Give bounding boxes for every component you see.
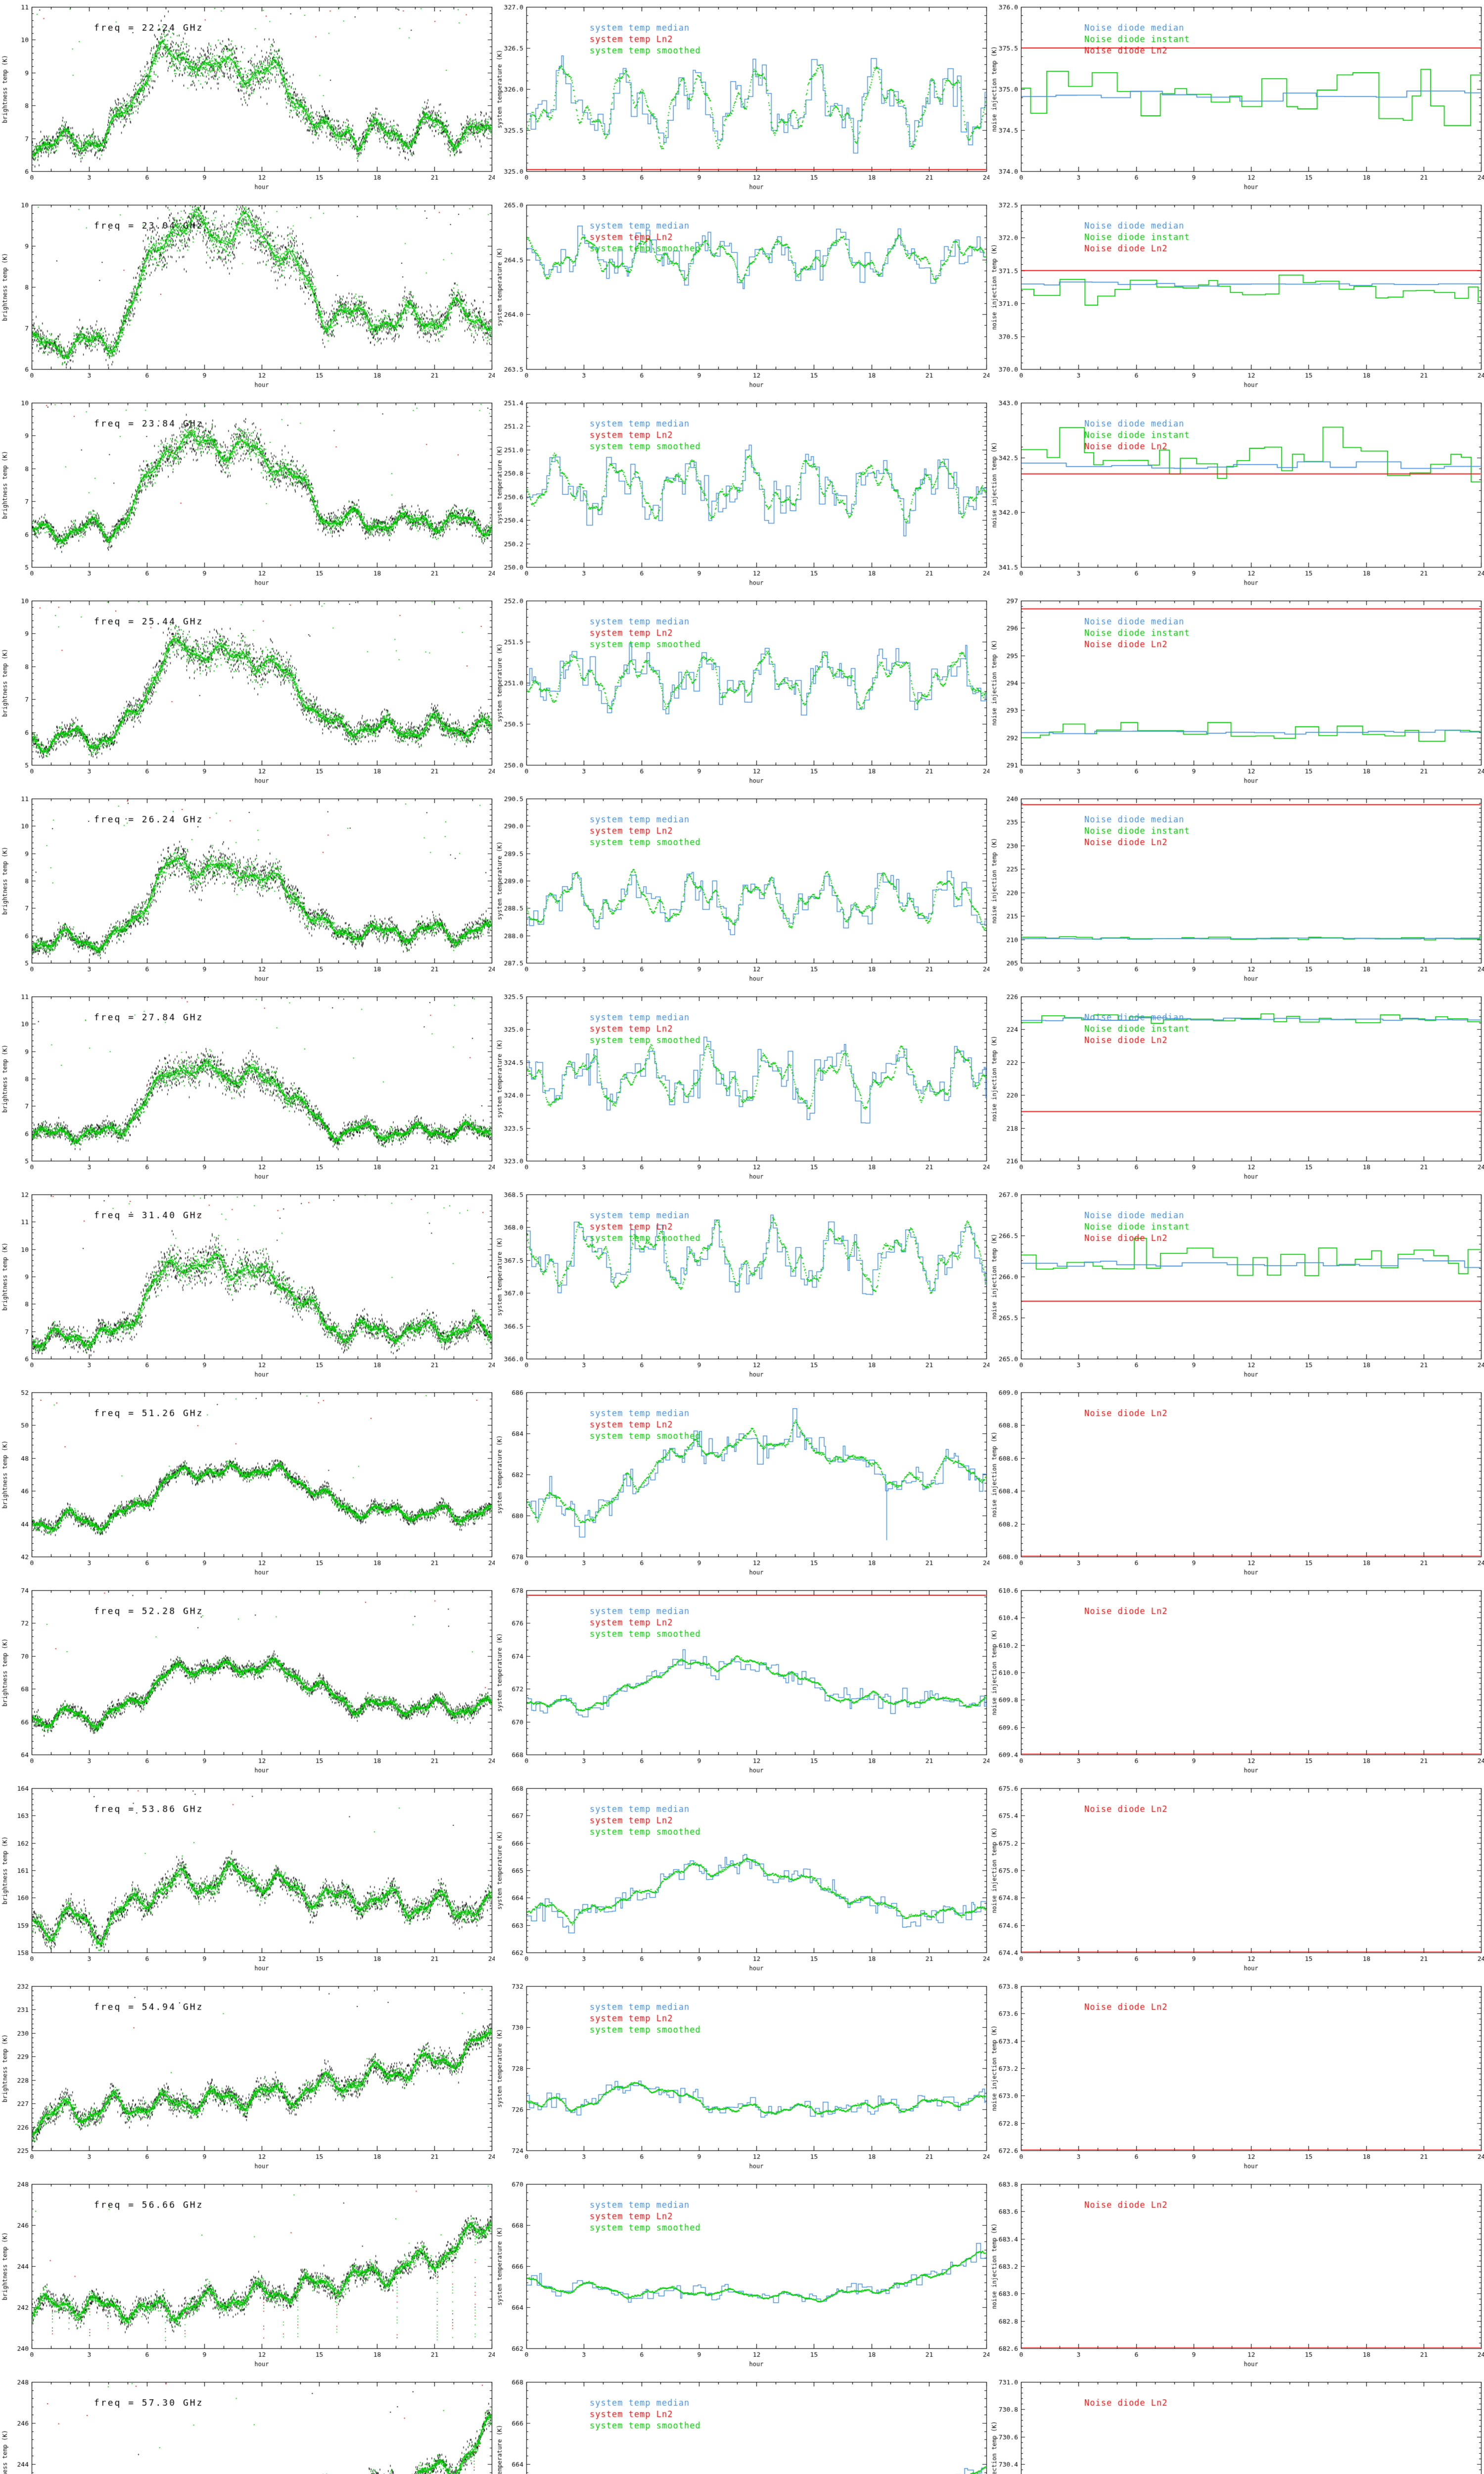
chart-canvas-r7-left — [0, 1188, 495, 1385]
chart-panel-r10-mid — [495, 1781, 989, 1979]
chart-canvas-r6-mid — [495, 990, 989, 1188]
chart-canvas-r2-mid — [495, 198, 989, 396]
chart-panel-r11-right — [989, 1979, 1484, 2177]
chart-canvas-r7-right — [989, 1188, 1484, 1385]
chart-panel-r1-right — [989, 0, 1484, 198]
chart-canvas-r10-right — [989, 1781, 1484, 1979]
chart-canvas-r10-left — [0, 1781, 495, 1979]
chart-panel-r2-mid — [495, 198, 989, 396]
chart-canvas-r8-mid — [495, 1385, 989, 1583]
chart-panel-r8-mid — [495, 1385, 989, 1583]
chart-panel-r7-left — [0, 1188, 495, 1385]
chart-canvas-r11-mid — [495, 1979, 989, 2177]
chart-canvas-r7-mid — [495, 1188, 989, 1385]
chart-canvas-r13-right — [989, 2375, 1484, 2474]
chart-canvas-r4-right — [989, 594, 1484, 792]
chart-canvas-r1-right — [989, 0, 1484, 198]
chart-panel-r5-mid — [495, 792, 989, 990]
chart-canvas-r4-left — [0, 594, 495, 792]
chart-panel-r9-right — [989, 1583, 1484, 1781]
chart-panel-r2-right — [989, 198, 1484, 396]
chart-panel-r6-right — [989, 990, 1484, 1188]
chart-panel-r12-left — [0, 2177, 495, 2375]
chart-panel-r1-left — [0, 0, 495, 198]
chart-panel-r3-right — [989, 396, 1484, 594]
chart-panel-r13-mid — [495, 2375, 989, 2474]
chart-panel-r5-left — [0, 792, 495, 990]
chart-panel-r12-right — [989, 2177, 1484, 2375]
chart-canvas-r11-left — [0, 1979, 495, 2177]
chart-canvas-r5-left — [0, 792, 495, 990]
chart-canvas-r3-mid — [495, 396, 989, 594]
chart-canvas-r9-mid — [495, 1583, 989, 1781]
chart-canvas-r9-left — [0, 1583, 495, 1781]
chart-canvas-r13-mid — [495, 2375, 989, 2474]
chart-panel-r4-left — [0, 594, 495, 792]
chart-canvas-r9-right — [989, 1583, 1484, 1781]
chart-panel-r9-mid — [495, 1583, 989, 1781]
chart-canvas-r2-right — [989, 198, 1484, 396]
chart-panel-r8-right — [989, 1385, 1484, 1583]
chart-canvas-r4-mid — [495, 594, 989, 792]
chart-canvas-r5-right — [989, 792, 1484, 990]
chart-panel-r1-mid — [495, 0, 989, 198]
chart-canvas-r8-left — [0, 1385, 495, 1583]
chart-canvas-r3-left — [0, 396, 495, 594]
chart-panel-r9-left — [0, 1583, 495, 1781]
chart-panel-r6-mid — [495, 990, 989, 1188]
chart-panel-r8-left — [0, 1385, 495, 1583]
chart-panel-r4-right — [989, 594, 1484, 792]
chart-canvas-r12-mid — [495, 2177, 989, 2375]
chart-canvas-r13-left — [0, 2375, 495, 2474]
chart-canvas-r8-right — [989, 1385, 1484, 1583]
chart-canvas-r1-mid — [495, 0, 989, 198]
chart-panel-r2-left — [0, 198, 495, 396]
chart-panel-r11-mid — [495, 1979, 989, 2177]
chart-canvas-r12-left — [0, 2177, 495, 2375]
chart-canvas-r5-mid — [495, 792, 989, 990]
chart-canvas-r2-left — [0, 198, 495, 396]
chart-canvas-r6-left — [0, 990, 495, 1188]
chart-canvas-r6-right — [989, 990, 1484, 1188]
chart-panel-r6-left — [0, 990, 495, 1188]
chart-canvas-r10-mid — [495, 1781, 989, 1979]
chart-panel-r12-mid — [495, 2177, 989, 2375]
chart-panel-r13-right — [989, 2375, 1484, 2474]
chart-panel-r7-right — [989, 1188, 1484, 1385]
chart-panel-r7-mid — [495, 1188, 989, 1385]
chart-panel-r10-right — [989, 1781, 1484, 1979]
chart-canvas-r11-right — [989, 1979, 1484, 2177]
chart-canvas-r3-right — [989, 396, 1484, 594]
chart-canvas-r12-right — [989, 2177, 1484, 2375]
chart-panel-r11-left — [0, 1979, 495, 2177]
chart-panel-r3-left — [0, 396, 495, 594]
chart-panel-r5-right — [989, 792, 1484, 990]
chart-panel-r10-left — [0, 1781, 495, 1979]
chart-panel-r4-mid — [495, 594, 989, 792]
chart-canvas-r1-left — [0, 0, 495, 198]
chart-panel-r3-mid — [495, 396, 989, 594]
chart-panel-r13-left — [0, 2375, 495, 2474]
